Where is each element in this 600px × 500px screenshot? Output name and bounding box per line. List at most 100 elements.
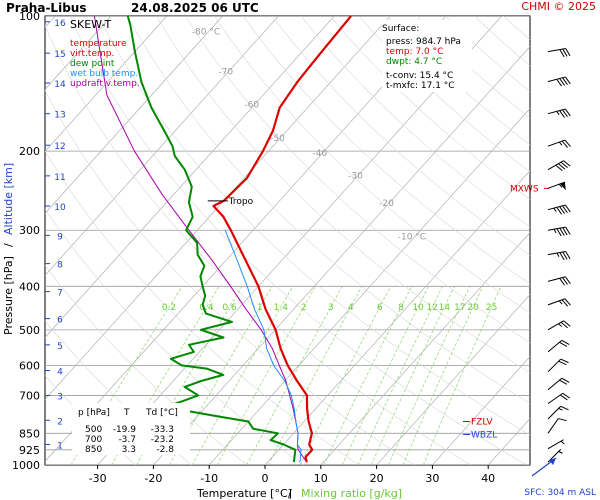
isotherm-label: -10 °C (398, 233, 426, 243)
x-axis-title-separator: / (288, 487, 292, 500)
pressure-tick-label: 600 (19, 359, 40, 372)
legend-item-temperature: temperature (70, 39, 127, 49)
wind-barb-full (560, 321, 568, 329)
wind-barb-full (564, 76, 571, 85)
table-header-t: T (123, 408, 130, 418)
wind-barbs (531, 47, 571, 477)
series-line-wet-bulb-temp (224, 230, 302, 463)
pressure-tick-label: 200 (19, 145, 40, 158)
wbzl-label: WBZL (471, 430, 497, 440)
surface-info-box: Surface: press: 984.7 hPa temp: 7.0 °C d… (382, 20, 472, 92)
altitude-tick-label: 14 (54, 80, 66, 90)
wind-barb-full (558, 360, 567, 366)
temperature-tick-label: 30 (425, 472, 439, 485)
dry-adiabat-line (329, 16, 530, 200)
altitude-tick-label: 3 (57, 392, 63, 402)
legend-item-wet-bulb: wet bulb temp. (70, 69, 138, 79)
wind-barb-staff (547, 377, 563, 391)
wind-barb-full (560, 358, 569, 364)
station-name: Praha-Libus (6, 1, 86, 15)
isotherm-line (45, 16, 335, 338)
wind-barb-full (559, 379, 568, 385)
wind-barb-full (559, 78, 565, 86)
mxws-label: MXWS (510, 184, 539, 194)
wind-barb-half (558, 141, 563, 146)
temperature-tick-labels: -30 -20 -10 0 10 20 30 40 (89, 465, 495, 485)
mixing-ratio-line (323, 286, 413, 465)
wind-barb-staff (547, 339, 563, 353)
altitude-tick-label: 11 (54, 173, 65, 183)
profile-series (93, 16, 352, 463)
altitude-tick-label: 6 (57, 316, 63, 326)
table-cell: 500 (85, 425, 102, 435)
wind-barb-full (562, 392, 571, 399)
wind-barb-staff (547, 418, 559, 434)
wind-barb (547, 226, 571, 237)
mixing-ratio-line (341, 286, 429, 465)
wind-barb-full (556, 207, 563, 215)
wind-barb (547, 139, 571, 148)
altitude-tick-label: 5 (57, 342, 63, 352)
altitude-tick-label: 16 (54, 19, 66, 29)
mixing-ratio-label: 17 (454, 303, 465, 313)
wind-barb-full (563, 160, 571, 167)
dry-adiabat-line (127, 16, 530, 404)
isotherm-label: -20 (379, 199, 394, 209)
mixing-ratio-label: 0.6 (222, 303, 237, 313)
isotherm-line (45, 16, 447, 462)
y-axis-title-separator: / (2, 243, 15, 247)
wind-barb (547, 439, 565, 450)
altitude-tick-label: 1 (57, 442, 63, 452)
isotherm-line (45, 16, 279, 276)
mixing-ratio-line (70, 286, 183, 465)
wind-barb-full (559, 49, 565, 58)
wind-barb-half (558, 183, 563, 188)
series-line-temperature (212, 16, 352, 463)
y-axis-title-pressure: Pressure [hPa] (2, 256, 15, 335)
mixing-ratio-line (111, 286, 220, 465)
wind-barb-full (562, 109, 568, 118)
altitude-tick-label: 9 (57, 232, 63, 242)
x-axis-title-mixing-ratio: Mixing ratio [g/kg] (301, 487, 402, 500)
wind-barb-full (559, 110, 565, 118)
altitude-tick-label: 4 (57, 368, 63, 378)
altitude-tick-label: 10 (54, 203, 66, 213)
wind-barb-half (556, 252, 560, 257)
y-axis-title-altitude: Altitude [km] (2, 163, 15, 235)
dry-adiabat-line (69, 16, 527, 465)
wind-barb (547, 320, 571, 331)
wind-barb-full (562, 205, 568, 214)
surface-pressure: press: 984.7 hPa (386, 37, 461, 47)
wind-barb (547, 250, 571, 261)
levels-table: p [hPa] T Td [°C] 500 -19.9 -33.3 700 -3… (72, 403, 190, 455)
isotherm-line (320, 232, 530, 465)
isotherm-line (208, 108, 530, 465)
x-axis-title-temperature: Temperature [°C] (196, 487, 292, 500)
copyright-label: CHMI © 2025 (521, 0, 596, 13)
wind-barb-full (564, 108, 571, 117)
mixing-ratio-line (169, 286, 273, 465)
pressure-tick-labels: 100 200 300 400 500 600 700 850 925 1000 (12, 10, 40, 472)
temperature-tick-label: 10 (314, 472, 328, 485)
wind-barb (547, 418, 567, 434)
temperature-tick-label: 20 (370, 472, 384, 485)
wind-barb-full (564, 276, 571, 284)
altitude-tick-label: 13 (54, 111, 65, 121)
temperature-tick-label: 40 (481, 472, 495, 485)
mixing-ratio-label: 8 (398, 303, 404, 313)
wind-barb-full (561, 377, 570, 383)
mixing-ratio-label: 14 (439, 303, 451, 313)
surface-dewpoint: dwpt: 4.7 °C (386, 57, 442, 67)
mixing-ratio-label: 1.4 (274, 303, 289, 313)
wind-barb-full (564, 139, 571, 147)
wind-barb-staff (547, 439, 564, 450)
sounding-datetime: 24.08.2025 06 UTC (131, 1, 259, 15)
wind-barb-staff (547, 320, 564, 331)
surface-t-mxfc: t-mxfc: 17.1 °C (386, 81, 455, 91)
tropopause-label: Tropo (228, 197, 254, 207)
mixing-ratio-label: 0.2 (162, 303, 176, 313)
temperature-tick-label: -10 (200, 472, 218, 485)
series-line-dew-point (126, 16, 297, 463)
mixing-ratio-label: 2 (301, 303, 307, 313)
